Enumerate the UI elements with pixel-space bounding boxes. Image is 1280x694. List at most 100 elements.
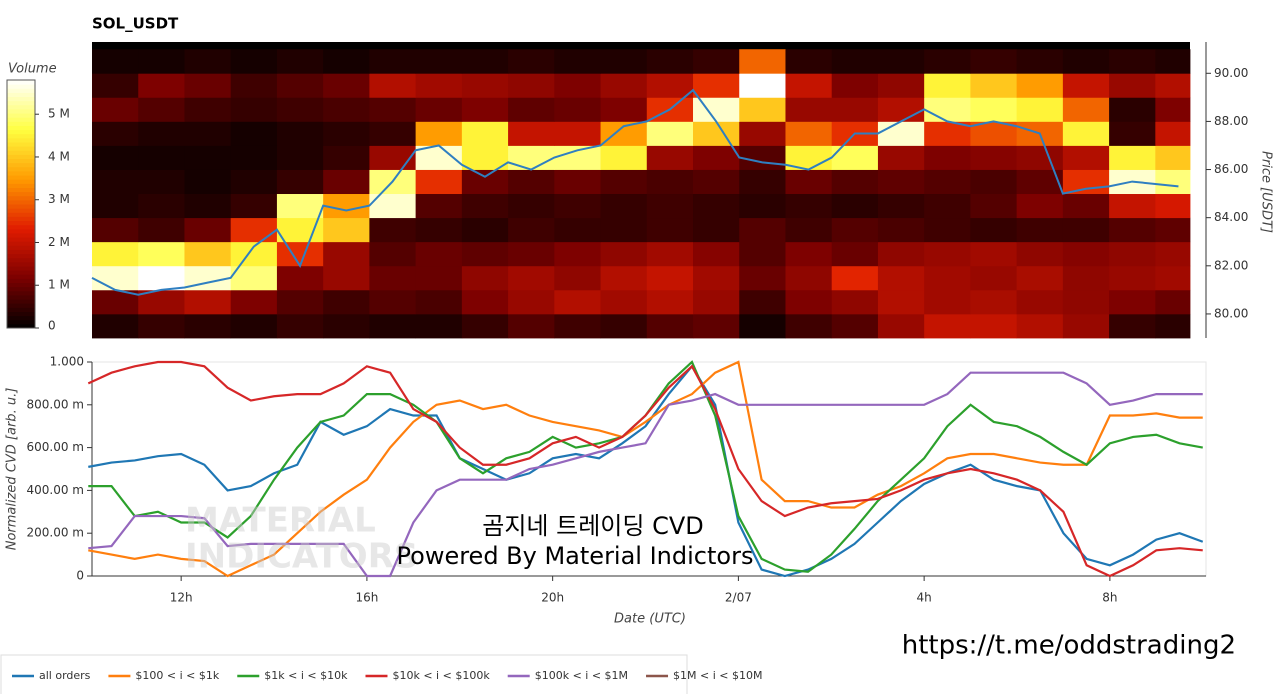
x-tick-label: 16h (355, 591, 378, 605)
heatmap-cell (646, 289, 694, 315)
x-axis-label: Date (UTC) (614, 612, 686, 627)
heatmap-cell (646, 217, 694, 243)
heatmap-cell (693, 193, 740, 219)
heatmap-cell (1155, 265, 1191, 291)
heatmap-cell (831, 289, 879, 315)
heatmap-cell (739, 121, 786, 146)
colorbar-swatch (7, 204, 35, 209)
heatmap-cell (1155, 73, 1191, 98)
legend-label: $100k < i < $1M (535, 669, 628, 682)
heatmap-cell (323, 265, 370, 291)
heatmap-cell (1016, 313, 1064, 339)
heatmap-cell (693, 145, 740, 170)
heatmap-cell (138, 121, 185, 146)
heatmap-cell (1155, 241, 1191, 267)
colorbar-swatch (7, 183, 35, 188)
colorbar-swatch (7, 315, 35, 321)
heatmap-cell (276, 73, 324, 98)
heatmap-cell (415, 97, 463, 122)
heatmap-cell (230, 217, 278, 243)
cvd-axis-label: Normalized CVD [arb. u.] (5, 388, 20, 551)
heatmap-cell (184, 49, 232, 74)
heatmap-cell (1062, 193, 1110, 219)
heatmap-cell (785, 313, 833, 339)
x-tick-label: 2/07 (725, 591, 752, 605)
heatmap-cell (646, 169, 694, 195)
heatmap-cell (138, 265, 185, 291)
heatmap-cell (785, 289, 833, 315)
heatmap-cell (184, 313, 232, 339)
heatmap-cell (924, 145, 971, 170)
heatmap-cell (92, 241, 139, 267)
heatmap-cell (92, 313, 139, 339)
heatmap-cell (1016, 145, 1064, 170)
heatmap-cell (739, 265, 786, 291)
heatmap-cell (323, 169, 370, 195)
heatmap-cell (739, 313, 786, 339)
heatmap-cell (600, 49, 648, 74)
heatmap-cell (230, 73, 278, 98)
heatmap-cell (1062, 169, 1110, 195)
heatmap-cell (600, 73, 648, 98)
heatmap-cell (1062, 289, 1110, 315)
heatmap-cell (276, 169, 324, 195)
price-line (91, 88, 1179, 296)
legend-label: $100 < i < $1k (135, 669, 219, 682)
colorbar-swatch (7, 108, 35, 114)
heatmap-cell (369, 73, 417, 98)
heatmap-cell (92, 121, 139, 146)
overlay-text: Powered By Material Indictors (397, 542, 754, 570)
heatmap-cell (785, 49, 833, 74)
heatmap-cell (970, 73, 1018, 98)
heatmap-cell (831, 313, 879, 339)
heatmap-cell (1016, 73, 1064, 98)
heatmap-cell (554, 289, 601, 315)
heatmap-cell (415, 313, 463, 339)
heatmap-cell (369, 241, 417, 267)
colorbar-swatch (7, 175, 35, 180)
heatmap-cell (877, 97, 925, 122)
heatmap-cell (831, 241, 879, 267)
heatmap-cell (1109, 241, 1156, 267)
heatmap-cell (739, 97, 786, 122)
heatmap-cell (230, 169, 278, 195)
heatmap-cell (600, 265, 648, 291)
heatmap-cell (1016, 241, 1064, 267)
cvd-line (88, 360, 1203, 578)
heatmap-cell (369, 217, 417, 243)
heatmap-cell (1155, 49, 1191, 74)
heatmap-cell (276, 193, 324, 219)
heatmap-cell (831, 73, 879, 98)
heatmap-cell (369, 313, 417, 339)
heatmap-cell (739, 169, 786, 195)
heatmap-cell (138, 169, 185, 195)
heatmap-cell (323, 145, 370, 170)
heatmap-cell (184, 193, 232, 219)
heatmap-cell (92, 97, 139, 122)
heatmap-cell (138, 97, 185, 122)
heatmap-cell (508, 49, 555, 74)
heatmap-cell (508, 313, 555, 339)
heatmap-cell (877, 145, 925, 170)
y-tick-label: 90.00 (1214, 66, 1248, 80)
heatmap-cell (92, 217, 139, 243)
colorbar-swatch (7, 92, 35, 98)
heatmap-cell (508, 73, 555, 98)
heatmap-cell (508, 121, 555, 146)
heatmap-cell (877, 121, 925, 146)
heatmap-cell (924, 217, 971, 243)
heatmap-cell (1016, 289, 1064, 315)
colorbar-swatch (7, 266, 35, 271)
heatmap-cell (369, 145, 417, 170)
heatmap-cell (461, 313, 509, 339)
heatmap-cell (1155, 217, 1191, 243)
y-tick-label: 0 (76, 569, 84, 583)
x-tick-label: 12h (170, 591, 193, 605)
heatmap-cell (1016, 193, 1064, 219)
colorbar-swatch (7, 323, 35, 329)
heatmap-cell (508, 241, 555, 267)
heatmap-cell (877, 193, 925, 219)
colorbar-swatch (7, 158, 35, 164)
colorbar-swatch (7, 294, 35, 300)
